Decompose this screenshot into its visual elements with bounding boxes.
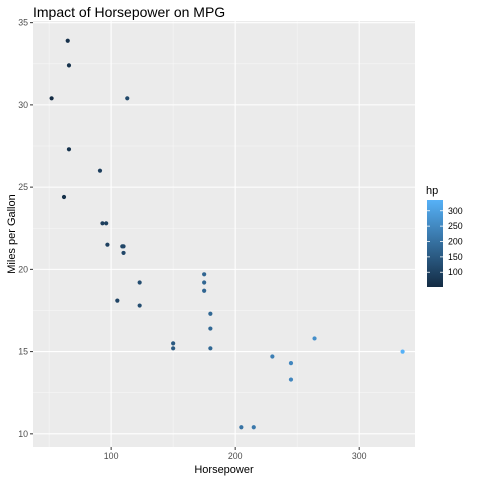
data-point [208, 346, 213, 351]
minor-gridlines [33, 21, 415, 447]
x-tick-label: 300 [352, 451, 367, 461]
data-point [288, 377, 294, 382]
x-tick-label: 100 [104, 451, 119, 461]
legend-tick-label: 100 [448, 267, 463, 277]
y-tick-label: 10 [18, 429, 28, 439]
data-point [120, 244, 125, 249]
y-tick-label: 30 [18, 100, 28, 110]
data-point [137, 280, 142, 285]
x-axis: 100 200 300 [104, 447, 367, 461]
data-point [97, 168, 103, 173]
data-point [208, 326, 213, 331]
data-point [49, 96, 54, 101]
data-point [104, 221, 109, 226]
data-points [49, 38, 405, 430]
data-point [400, 349, 405, 354]
y-tick-label: 35 [18, 18, 28, 28]
legend-tick-label: 300 [448, 206, 463, 216]
data-point [65, 38, 70, 43]
data-point [121, 250, 126, 256]
major-gridlines [33, 21, 415, 447]
data-point [66, 147, 72, 152]
x-tick-label: 200 [228, 451, 243, 461]
data-point [171, 341, 176, 346]
data-point [239, 425, 244, 430]
data-point [115, 298, 120, 303]
data-point [208, 311, 213, 316]
chart-title: Impact of Horsepower on MPG [33, 4, 225, 20]
data-point [61, 194, 67, 200]
legend-tick-label: 200 [448, 237, 463, 247]
data-point [270, 354, 275, 359]
data-point [288, 361, 294, 366]
data-point [312, 336, 317, 341]
legend-ticks: 100 150 200 250 300 [427, 206, 463, 277]
data-point [171, 346, 176, 351]
data-point [66, 63, 72, 68]
data-point [105, 242, 110, 247]
color-legend: hp 100 150 200 250 300 [426, 185, 463, 287]
legend-tick-label: 250 [448, 221, 463, 231]
y-tick-label: 25 [18, 182, 28, 192]
plot-panel [33, 21, 415, 447]
data-point [202, 280, 207, 285]
data-point [125, 96, 130, 101]
data-point [202, 288, 207, 293]
y-tick-label: 15 [18, 347, 28, 357]
legend-title: hp [426, 185, 438, 197]
data-point [251, 425, 256, 430]
y-tick-label: 20 [18, 264, 28, 274]
legend-colorbar [427, 200, 443, 287]
data-point [100, 221, 105, 226]
x-axis-label: Horsepower [194, 464, 254, 476]
y-axis-label: Miles per Gallon [6, 194, 18, 273]
y-axis: 10 15 20 25 30 35 [18, 18, 33, 439]
data-point [202, 272, 207, 277]
legend-tick-label: 150 [448, 252, 463, 262]
data-point [137, 303, 142, 308]
